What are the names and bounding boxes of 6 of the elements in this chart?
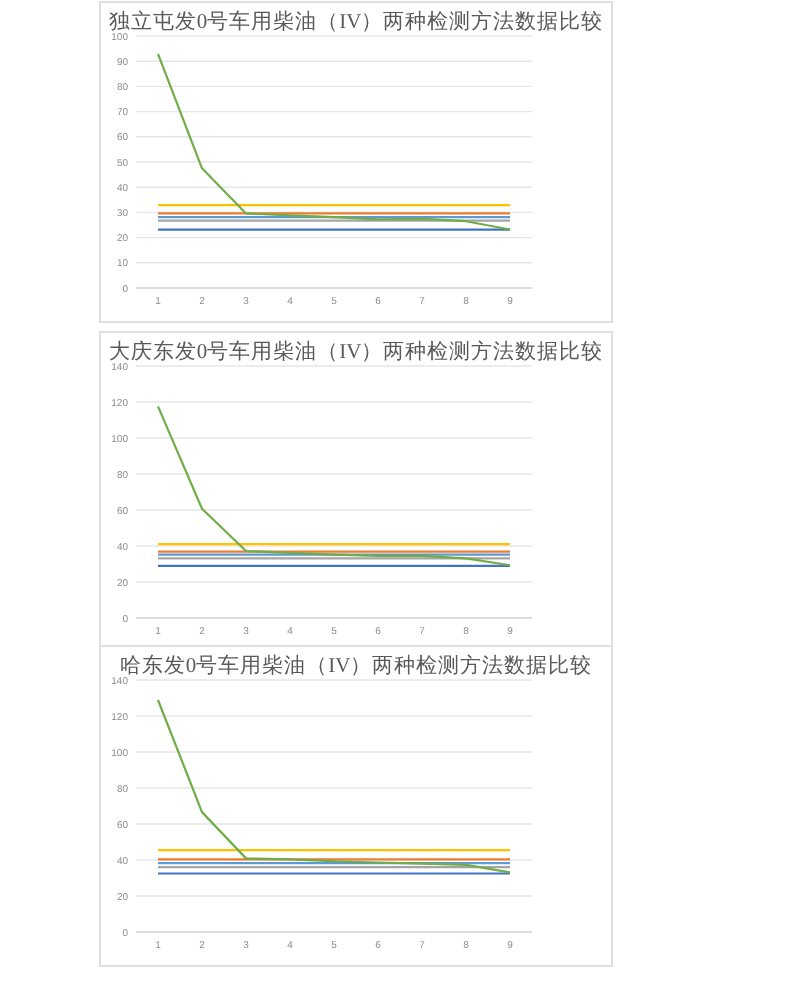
- chart-title: 独立屯发0号车用柴油（IV）两种检测方法数据比较: [108, 8, 604, 34]
- line-series: [156, 405, 512, 567]
- chart-title: 哈东发0号车用柴油（IV）两种检测方法数据比较: [119, 652, 593, 678]
- line-series: [156, 52, 512, 231]
- line-series: [156, 698, 512, 874]
- chart-title: 大庆东发0号车用柴油（IV）两种检测方法数据比较: [108, 338, 604, 364]
